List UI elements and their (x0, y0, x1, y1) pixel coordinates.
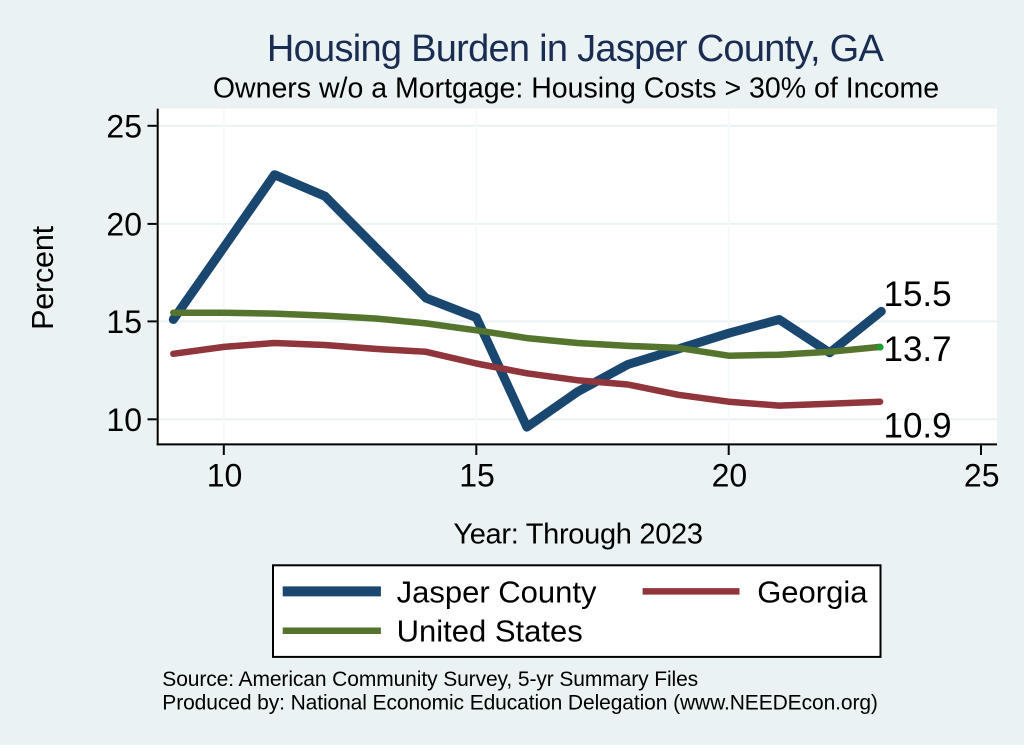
svg-text:15: 15 (106, 304, 142, 340)
svg-text:13.7: 13.7 (884, 330, 952, 369)
svg-text:15.5: 15.5 (884, 275, 952, 314)
svg-text:Housing Burden in Jasper Count: Housing Burden in Jasper County, GA (267, 28, 885, 70)
svg-text:United States: United States (397, 613, 583, 648)
svg-text:20: 20 (712, 458, 748, 494)
svg-text:10: 10 (106, 402, 142, 438)
svg-text:Jasper County: Jasper County (397, 575, 597, 610)
svg-text:Produced by: National Economic: Produced by: National Economic Education… (162, 691, 878, 714)
svg-text:25: 25 (964, 458, 1000, 494)
svg-text:10: 10 (207, 458, 243, 494)
svg-text:20: 20 (106, 206, 142, 242)
svg-text:25: 25 (106, 108, 142, 144)
svg-text:Georgia: Georgia (757, 575, 868, 610)
svg-text:10.9: 10.9 (884, 407, 952, 446)
svg-text:Percent: Percent (26, 225, 60, 329)
svg-text:Year: Through 2023: Year: Through 2023 (453, 518, 702, 550)
svg-text:Source: American Community Sur: Source: American Community Survey, 5-yr … (162, 668, 698, 691)
svg-text:15: 15 (459, 458, 495, 494)
svg-text:Owners w/o a Mortgage: Housing: Owners w/o a Mortgage: Housing Costs > 3… (213, 72, 939, 104)
